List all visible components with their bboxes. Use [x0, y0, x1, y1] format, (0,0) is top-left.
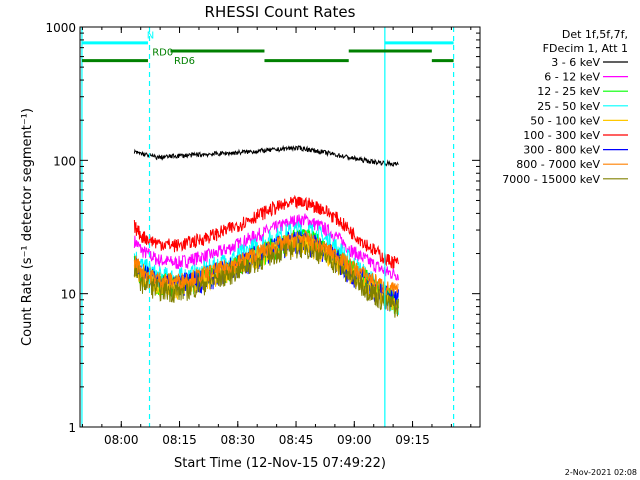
x-tick-label: 09:15 [395, 433, 430, 447]
chart-title: RHESSI Count Rates [205, 3, 356, 21]
series-line [133, 213, 399, 281]
date-stamp: 2-Nov-2021 02:08 [565, 468, 637, 477]
plot-frame [79, 26, 481, 428]
legend-label: 3 - 6 keV [551, 56, 600, 69]
series-line [133, 194, 399, 269]
series-line [133, 229, 399, 296]
y-axis-label: Count Rate (s⁻¹ detector segment⁻¹) [20, 108, 35, 346]
series-line [133, 233, 399, 318]
legend-header: Det 1f,5f,7f, [562, 28, 628, 41]
legend-label: 100 - 300 keV [523, 129, 600, 142]
legend-label: 7000 - 15000 keV [502, 173, 600, 186]
y-tick-label: 10 [61, 288, 76, 302]
legend-label: 800 - 7000 keV [516, 158, 600, 171]
annotation-label: N [147, 30, 154, 41]
x-tick-label: 09:00 [337, 433, 372, 447]
annotation-label: RD6 [174, 56, 195, 67]
legend-label: 12 - 25 keV [537, 85, 600, 98]
legend-label: 6 - 12 keV [544, 71, 600, 84]
legend-label: 300 - 800 keV [523, 144, 600, 157]
legend: Det 1f,5f,7f,FDecim 1, Att 13 - 6 keV 6 -… [502, 28, 628, 186]
y-tick-label: 1 [68, 421, 76, 435]
legend-header: FDecim 1, Att 1 [543, 42, 628, 55]
x-tick-label: 08:00 [104, 433, 139, 447]
axes: 08:00 08:15 08:30 08:45 09:00 09:15 1 10 100 1000 [45, 21, 480, 447]
x-tick-label: 08:30 [220, 433, 255, 447]
x-tick-label: 08:15 [162, 433, 197, 447]
legend-label: 50 - 100 keV [530, 114, 600, 127]
x-axis-label: Start Time (12-Nov-15 07:49:22) [174, 456, 386, 471]
x-tick-label: 08:45 [279, 433, 314, 447]
series-line [133, 144, 399, 167]
y-tick-label: 1000 [45, 21, 76, 35]
annotation-label: RD0 [152, 48, 173, 59]
legend-label: 25 - 50 keV [537, 100, 600, 113]
y-tick-label: 100 [53, 154, 76, 168]
